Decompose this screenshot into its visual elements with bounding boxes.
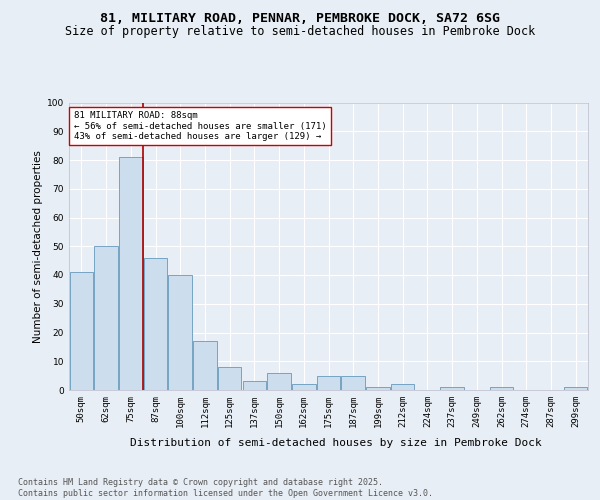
- Bar: [268, 373, 291, 390]
- Text: Distribution of semi-detached houses by size in Pembroke Dock: Distribution of semi-detached houses by …: [130, 438, 542, 448]
- Text: Contains HM Land Registry data © Crown copyright and database right 2025.
Contai: Contains HM Land Registry data © Crown c…: [18, 478, 433, 498]
- Bar: [292, 384, 316, 390]
- Bar: [218, 367, 241, 390]
- Bar: [490, 387, 513, 390]
- Bar: [144, 258, 167, 390]
- Bar: [70, 272, 93, 390]
- Bar: [391, 384, 415, 390]
- Bar: [169, 275, 192, 390]
- Text: Size of property relative to semi-detached houses in Pembroke Dock: Size of property relative to semi-detach…: [65, 25, 535, 38]
- Y-axis label: Number of semi-detached properties: Number of semi-detached properties: [33, 150, 43, 342]
- Bar: [119, 157, 143, 390]
- Bar: [193, 341, 217, 390]
- Bar: [366, 387, 389, 390]
- Bar: [440, 387, 464, 390]
- Bar: [564, 387, 587, 390]
- Text: 81 MILITARY ROAD: 88sqm
← 56% of semi-detached houses are smaller (171)
43% of s: 81 MILITARY ROAD: 88sqm ← 56% of semi-de…: [74, 111, 326, 141]
- Bar: [94, 246, 118, 390]
- Text: 81, MILITARY ROAD, PENNAR, PEMBROKE DOCK, SA72 6SG: 81, MILITARY ROAD, PENNAR, PEMBROKE DOCK…: [100, 12, 500, 26]
- Bar: [341, 376, 365, 390]
- Bar: [317, 376, 340, 390]
- Bar: [242, 382, 266, 390]
